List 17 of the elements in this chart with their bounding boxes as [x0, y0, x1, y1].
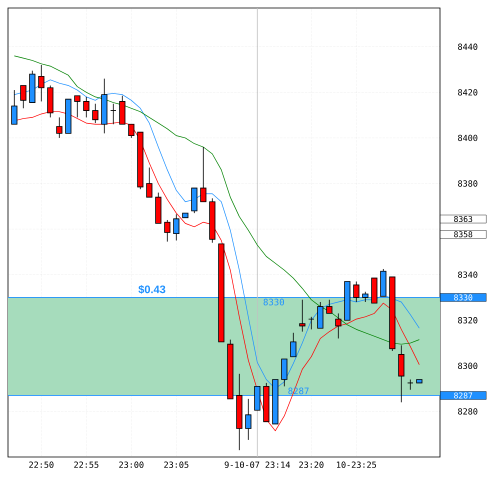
x-tick-label: 23:00 [119, 462, 144, 468]
annotation: 8330 [264, 298, 284, 306]
x-tick-label: 9-10-07 23:14 [224, 462, 290, 468]
y-tick-label: 8320 [458, 317, 478, 324]
band-label: $0.43 [138, 284, 166, 294]
y-tick-label: 8380 [458, 180, 478, 187]
y-tick-label: 8420 [458, 89, 478, 96]
x-tick-label: 22:55 [74, 462, 98, 468]
y-tick-label: 8400 [458, 134, 478, 142]
y-tick-label: 8440 [458, 44, 478, 50]
y-tick-label: 8340 [458, 271, 478, 278]
x-tick-label: 22:50 [29, 462, 54, 468]
y-tick-label: 8300 [458, 362, 478, 370]
x-tick-label: 10-23:25 [336, 462, 376, 468]
x-tick-label: 23:20 [299, 462, 324, 468]
x-tick-label: 23:05 [164, 462, 188, 468]
y-tick-label: 8280 [458, 408, 478, 415]
